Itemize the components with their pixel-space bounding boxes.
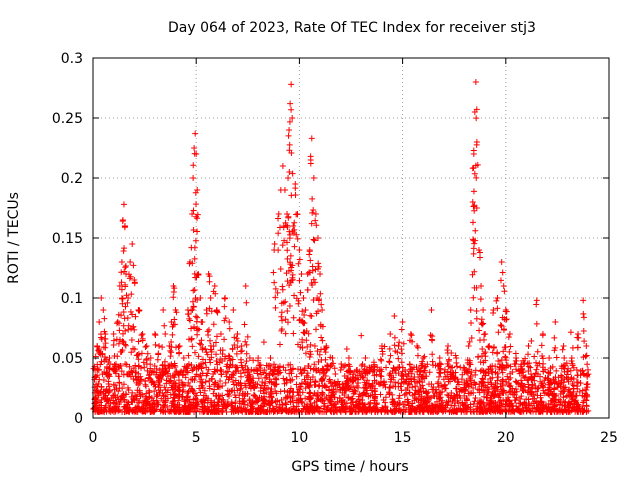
axis-ticks: 0 5 10 15 20 25 0 0.05 0.1 0.15 0.2 0.25 0.3 bbox=[52, 51, 618, 446]
x-tick-label: 10 bbox=[290, 430, 308, 446]
data-points bbox=[90, 79, 592, 415]
chart-title: Day 064 of 2023, Rate Of TEC Index for r… bbox=[168, 20, 536, 36]
y-tick-label: 0.1 bbox=[61, 291, 83, 307]
y-tick-label: 0 bbox=[74, 411, 83, 427]
x-tick-label: 5 bbox=[192, 430, 201, 446]
x-tick-label: 25 bbox=[600, 430, 618, 446]
y-tick-label: 0.25 bbox=[52, 111, 83, 127]
y-tick-label: 0.05 bbox=[52, 351, 83, 367]
x-tick-label: 15 bbox=[394, 430, 412, 446]
x-tick-label: 20 bbox=[497, 430, 515, 446]
y-tick-label: 0.3 bbox=[61, 51, 83, 67]
roti-points bbox=[90, 79, 592, 415]
y-tick-label: 0.15 bbox=[52, 231, 83, 247]
y-tick-label: 0.2 bbox=[61, 171, 83, 187]
x-axis-label: GPS time / hours bbox=[291, 459, 408, 475]
y-axis-label: ROTI / TECUs bbox=[6, 192, 22, 284]
x-tick-label: 0 bbox=[89, 430, 98, 446]
